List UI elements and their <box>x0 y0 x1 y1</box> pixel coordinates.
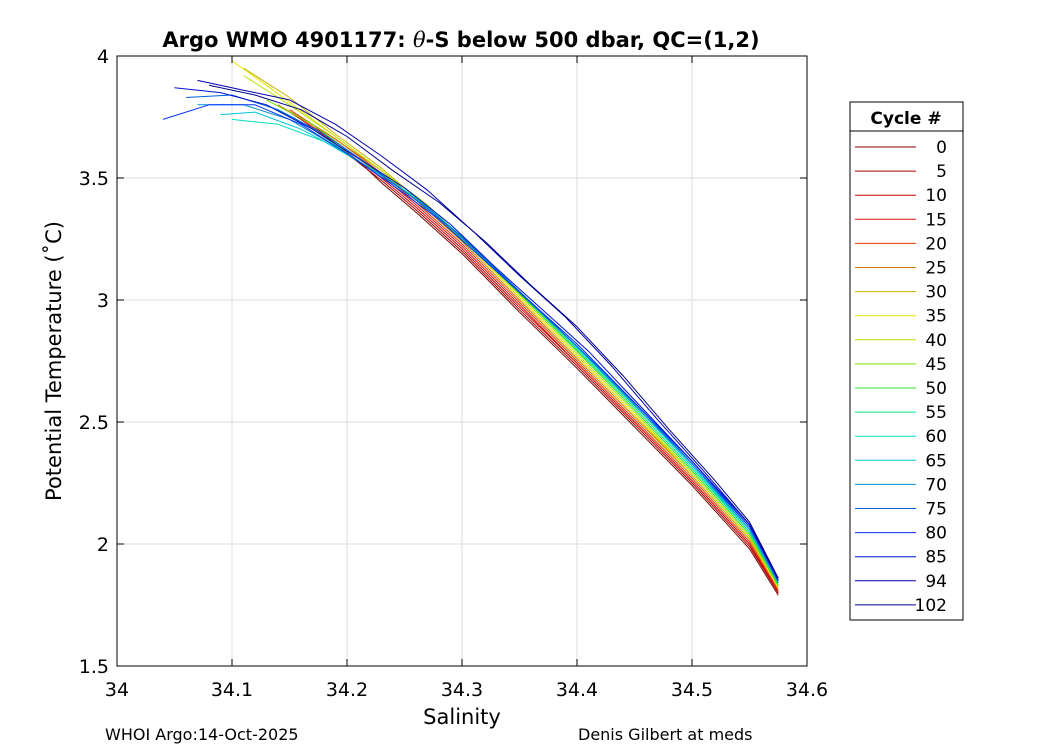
x-tick-label: 34.3 <box>441 679 483 701</box>
legend-label-85: 85 <box>925 548 947 568</box>
series-line-cycle-0 <box>335 143 779 596</box>
x-axis-label: Salinity <box>423 705 501 729</box>
series-line-cycle-75 <box>185 94 779 581</box>
y-tick-label: 3 <box>97 290 109 312</box>
series-line-cycle-5 <box>312 123 779 594</box>
x-tick-label: 34.4 <box>556 679 598 701</box>
legend-label-35: 35 <box>925 307 947 327</box>
legend-box <box>849 101 964 621</box>
x-tick-label: 34 <box>105 679 129 701</box>
y-tick-label: 1.5 <box>79 656 109 678</box>
legend: Cycle # 0 5 10 15 20 25 30 35 40 45 50 55 60 65 70 75 80… <box>849 101 964 621</box>
legend-label-55: 55 <box>925 403 947 423</box>
legend-label-50: 50 <box>925 379 947 399</box>
x-tick-label: 34.6 <box>786 679 828 701</box>
legend-label-15: 15 <box>925 210 947 230</box>
legend-label-5: 5 <box>936 162 947 182</box>
legend-label-20: 20 <box>925 234 947 254</box>
y-tick-label: 3.5 <box>79 168 109 190</box>
legend-label-10: 10 <box>925 186 947 206</box>
footer-author: Denis Gilbert at meds <box>578 725 753 744</box>
series-line-cycle-94 <box>197 79 779 579</box>
series-lines <box>162 60 779 596</box>
legend-label-80: 80 <box>925 524 947 544</box>
y-axis-label: Potential Temperature (˚C) <box>42 221 66 501</box>
legend-label-30: 30 <box>925 283 947 303</box>
title-prefix: Argo WMO 4901177: <box>162 28 413 52</box>
legend-label-40: 40 <box>925 331 947 351</box>
footer-source: WHOI Argo:14-Oct-2025 <box>105 725 299 744</box>
legend-entries: 0 5 10 15 20 25 30 35 40 45 50 55 60 65 70 75 80 85 94 102 <box>855 138 947 616</box>
legend-label-45: 45 <box>925 355 947 375</box>
x-tick-label: 34.5 <box>671 679 713 701</box>
title-suffix: -S below 500 dbar, QC=(1,2) <box>426 28 760 52</box>
y-tick-label: 4 <box>97 46 109 68</box>
series-line-cycle-85 <box>174 87 779 581</box>
series-line-cycle-102 <box>208 84 779 579</box>
y-tick-label: 2 <box>97 534 109 556</box>
legend-title: Cycle # <box>870 109 941 129</box>
legend-label-25: 25 <box>925 259 947 279</box>
legend-label-0: 0 <box>936 138 947 158</box>
y-axis: 1.5 2 2.5 3 3.5 4 <box>79 46 807 678</box>
legend-label-102: 102 <box>915 596 947 616</box>
legend-label-60: 60 <box>925 427 947 447</box>
x-tick-label: 34.2 <box>326 679 368 701</box>
x-axis: 34 34.1 34.2 34.3 34.4 34.5 34.6 <box>105 56 828 701</box>
legend-label-94: 94 <box>925 572 947 592</box>
x-tick-label: 34.1 <box>211 679 253 701</box>
y-tick-label: 2.5 <box>79 412 109 434</box>
chart-title: Argo WMO 4901177: θ-S below 500 dbar, QC… <box>162 28 759 52</box>
title-theta: θ <box>413 28 426 52</box>
series-line-cycle-20 <box>289 109 779 591</box>
legend-label-65: 65 <box>925 451 947 471</box>
legend-label-75: 75 <box>925 500 947 520</box>
legend-label-70: 70 <box>925 475 947 495</box>
